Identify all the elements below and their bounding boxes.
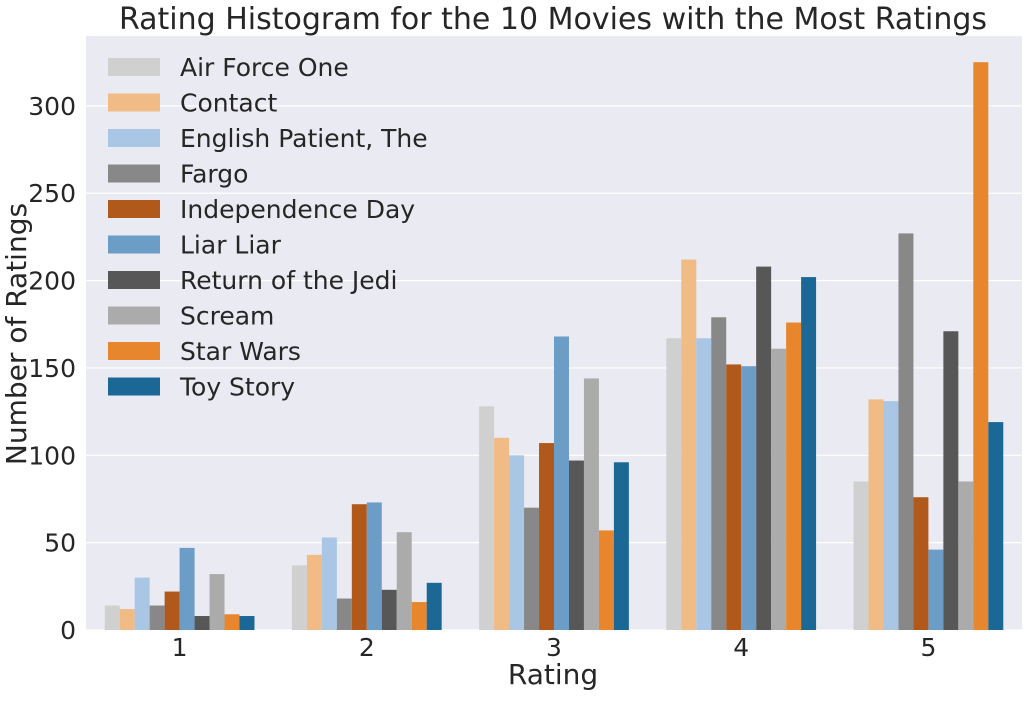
bar-english-patient-the-rating-3 (509, 455, 525, 630)
y-tick-label: 200 (28, 267, 76, 296)
y-tick-label: 300 (28, 92, 76, 121)
y-tick-label: 250 (28, 179, 76, 208)
bar-english-patient-the-rating-5 (883, 401, 899, 630)
bar-star-wars-rating-3 (598, 530, 614, 630)
bar-independence-day-rating-3 (539, 443, 554, 630)
bar-independence-day-rating-4 (726, 364, 742, 630)
legend-label: Fargo (180, 160, 248, 189)
legend-swatch (108, 129, 160, 147)
legend-label: Scream (180, 302, 274, 331)
bar-independence-day-rating-5 (913, 497, 929, 630)
x-axis-label: Rating (508, 658, 598, 691)
bar-fargo-rating-2 (336, 598, 352, 630)
bar-return-of-the-jedi-rating-3 (568, 460, 584, 630)
x-tick-label: 1 (172, 633, 188, 662)
x-tick-label: 3 (546, 633, 562, 662)
bar-liar-liar-rating-2 (366, 502, 382, 630)
bars (104, 62, 1004, 631)
bar-return-of-the-jedi-rating-1 (194, 616, 210, 630)
bar-star-wars-rating-2 (411, 602, 427, 630)
bar-liar-liar-rating-4 (741, 366, 757, 630)
bar-fargo-rating-3 (524, 507, 540, 630)
bar-scream-rating-1 (209, 574, 225, 630)
bar-toy-story-rating-4 (801, 277, 817, 630)
bar-liar-liar-rating-1 (179, 547, 195, 630)
bar-contact-rating-2 (306, 554, 322, 630)
legend-swatch (108, 235, 160, 254)
y-tick-label: 0 (60, 616, 76, 645)
bar-contact-rating-1 (119, 609, 135, 630)
legend-swatch (108, 93, 160, 112)
bar-independence-day-rating-1 (164, 591, 180, 630)
y-tick-label: 100 (28, 441, 76, 470)
bar-fargo-rating-1 (149, 605, 165, 630)
bar-return-of-the-jedi-rating-5 (943, 331, 959, 630)
legend-label: Toy Story (179, 373, 295, 402)
bar-contact-rating-4 (681, 259, 697, 630)
x-tick-label: 4 (733, 633, 749, 662)
x-axis-ticks: 1 2 3 4 5 (172, 633, 937, 662)
bar-star-wars-rating-4 (786, 322, 802, 630)
bar-return-of-the-jedi-rating-2 (381, 589, 397, 630)
legend-label: English Patient, The (180, 124, 428, 153)
bar-return-of-the-jedi-rating-4 (756, 266, 772, 630)
legend-label: Liar Liar (180, 231, 282, 260)
bar-air-force-one-rating-4 (666, 338, 682, 630)
bar-toy-story-rating-3 (613, 462, 629, 630)
y-axis-ticks: 0 50 100 150 200 250 300 (28, 92, 76, 645)
bar-scream-rating-2 (396, 532, 412, 630)
bar-fargo-rating-5 (898, 233, 914, 630)
bar-independence-day-rating-2 (351, 504, 367, 630)
y-axis-label: Number of Ratings (0, 203, 33, 465)
bar-air-force-one-rating-5 (853, 481, 869, 630)
legend-label: Contact (180, 89, 277, 118)
bar-english-patient-the-rating-2 (321, 537, 337, 630)
legend-swatch (108, 271, 160, 289)
y-tick-label: 150 (28, 354, 76, 383)
x-tick-label: 5 (920, 633, 936, 662)
legend-label: Star Wars (180, 337, 301, 366)
bar-star-wars-rating-1 (224, 614, 240, 630)
bar-liar-liar-rating-3 (554, 336, 569, 630)
bar-contact-rating-3 (494, 437, 510, 630)
legend-label: Independence Day (180, 195, 415, 224)
bar-toy-story-rating-1 (239, 616, 255, 630)
legend-swatch (108, 306, 160, 325)
bar-fargo-rating-4 (711, 317, 727, 630)
legend-swatch (108, 200, 160, 218)
bar-toy-story-rating-5 (988, 422, 1004, 630)
legend-swatch (108, 58, 160, 76)
bar-air-force-one-rating-3 (479, 406, 495, 630)
legend-label: Air Force One (180, 53, 349, 82)
legend: Air Force One Contact English Patient, The… (108, 53, 428, 402)
legend-label: Return of the Jedi (180, 266, 398, 295)
x-tick-label: 2 (359, 633, 375, 662)
bar-air-force-one-rating-2 (291, 565, 307, 630)
chart-title: Rating Histogram for the 10 Movies with … (119, 2, 987, 37)
bar-english-patient-the-rating-1 (134, 577, 150, 630)
bar-scream-rating-3 (583, 378, 599, 630)
legend-swatch (108, 164, 160, 183)
bar-contact-rating-5 (868, 399, 884, 630)
bar-english-patient-the-rating-4 (696, 338, 712, 630)
bar-air-force-one-rating-1 (104, 605, 120, 630)
bar-scream-rating-4 (771, 348, 787, 630)
bar-liar-liar-rating-5 (928, 549, 944, 630)
legend-swatch (108, 342, 160, 360)
legend-swatch (108, 377, 160, 396)
y-tick-label: 50 (44, 529, 76, 558)
bar-toy-story-rating-2 (426, 582, 442, 630)
bar-star-wars-rating-5 (973, 62, 989, 631)
bar-scream-rating-5 (958, 481, 974, 630)
